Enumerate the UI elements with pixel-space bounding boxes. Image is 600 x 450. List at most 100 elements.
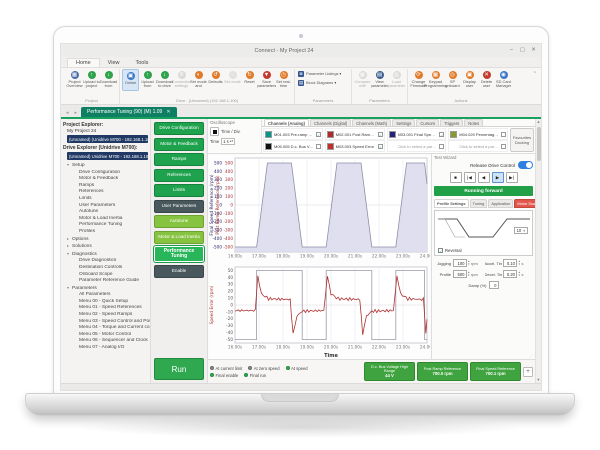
add-tile-button[interactable]: + — [523, 366, 533, 377]
channel-row[interactable]: M02.001 Post Ramp Reference ✓ — [324, 128, 385, 140]
scope-tab[interactable]: Triggers — [440, 119, 464, 126]
tree-item[interactable]: Menu 00 - Quick Setup — [79, 298, 129, 304]
ribbon-button[interactable]: ▼ Save parameters in drive — [256, 71, 277, 89]
channel-row[interactable]: M03.001 Final Speed Reference ✓ — [386, 128, 447, 140]
ribbon-button[interactable]: ▦ Project Overview — [66, 71, 83, 89]
minimize-button[interactable]: – — [509, 47, 514, 53]
nav-back-icon[interactable]: ◂ — [66, 110, 69, 116]
channel-row[interactable]: Click to select a parameter — [448, 140, 508, 152]
scroll-up-icon[interactable]: ▲ — [536, 119, 541, 124]
ribbon-button[interactable]: ↑ Upload from drive — [141, 71, 154, 89]
tree-item[interactable]: Profiles — [79, 228, 95, 234]
ribbon-button[interactable]: ▦ Keypad Programming — [423, 71, 448, 89]
live-value-tile[interactable]: Final Speed Reference 700.1 rpm — [470, 362, 521, 381]
channel-checkbox[interactable] — [501, 131, 506, 137]
scope-tab[interactable]: Channels (Digital) — [310, 119, 352, 126]
tree-item[interactable]: ▸ Solutions — [67, 243, 92, 250]
transport-button[interactable]: ■ — [449, 172, 462, 183]
channel-row[interactable]: M04.020 Percentage Load — [448, 128, 508, 140]
vertical-scrollbar[interactable]: ▲ ▼ — [535, 119, 541, 383]
dashboard-step-button[interactable]: Motor & Load Inertia — [154, 230, 204, 244]
ribbon-button[interactable]: ▥ Load parameter file — [387, 71, 406, 89]
tree-item[interactable]: Menu 05 - Motor Control — [79, 331, 131, 337]
tree-item[interactable]: Menu 02 - Speed Ramps — [79, 312, 133, 318]
tree-item[interactable]: Menu 07 - Analog I/O — [79, 345, 125, 351]
damp-input[interactable]: 0 — [488, 281, 499, 289]
scope-tab[interactable]: Cursors — [416, 119, 440, 126]
tree-item[interactable]: Drive Configuration — [79, 169, 121, 175]
ribbon-button[interactable]: ↻ Reset — [244, 71, 255, 84]
scope-tab[interactable]: Settings — [392, 119, 416, 126]
ribbon-button[interactable]: ⚙ Connection settings — [171, 71, 192, 89]
tree-item[interactable]: ▾ Diagnostics — [67, 250, 97, 257]
project-root-node[interactable]: My Project 24 — [67, 129, 97, 134]
ribbon-button[interactable]: ▣ Online — [122, 69, 139, 91]
tree-item[interactable]: Motor & Feedback — [79, 176, 119, 182]
scrollbar-thumb[interactable] — [536, 127, 541, 161]
tree-item[interactable]: Limits — [79, 195, 92, 201]
ribbon-button[interactable]: ▦ Compare with defaults — [354, 71, 371, 89]
ribbon-button[interactable]: ↑ Upload to project — [83, 71, 100, 89]
reversal-checkbox[interactable]: ✓ — [438, 248, 443, 254]
drive-explorer-node[interactable]: (Unnamed) Unidrive M700 - 192.168.1.100 — [67, 152, 148, 160]
spinner-arrows-icon[interactable]: ▴▾ — [468, 270, 470, 277]
dashboard-step-button[interactable]: References — [154, 168, 204, 182]
maximize-button[interactable]: ▢ — [519, 47, 526, 53]
time-div-spinner[interactable]: 1 s ▴▾ — [221, 138, 236, 145]
channel-checkbox[interactable]: ✓ — [315, 131, 321, 138]
ribbon-collapse-icon[interactable]: ⌃ — [532, 71, 537, 77]
field-input[interactable]: 0.10 — [503, 259, 517, 267]
nav-forward-icon[interactable]: ▸ — [74, 110, 78, 116]
ribbon-button[interactable]: ▣ Display user program — [462, 71, 477, 89]
channel-checkbox[interactable]: ✓ — [439, 131, 445, 138]
tree-item[interactable]: Autotune — [79, 209, 99, 215]
dashboard-step-button[interactable]: Autotune — [154, 215, 204, 228]
tree-item[interactable]: Menu 01 - Speed References — [79, 305, 142, 311]
docking-button[interactable]: Favourites Docking — [510, 128, 534, 152]
dashboard-step-button[interactable]: Ramps — [154, 153, 204, 166]
ribbon-button[interactable]: ✕ Delete user program — [479, 71, 494, 89]
channel-checkbox[interactable] — [315, 143, 321, 149]
dashboard-step-button[interactable]: Performance Tuning — [154, 246, 204, 262]
channel-row[interactable]: M03.003 Speed Error ✓ — [324, 140, 385, 152]
tree-item[interactable]: ▾ Parameters — [67, 284, 97, 291]
project-drive-node[interactable]: (Unnamed) (Unidrive M700 - 192.168.1.100… — [67, 135, 148, 143]
ribbon-button[interactable]: ◌ Set mode — [224, 71, 241, 84]
close-button[interactable]: ✕ — [531, 47, 536, 53]
scope-tab[interactable]: Notes — [464, 119, 484, 126]
tree-item[interactable]: Motor & Load Inertia — [79, 215, 123, 221]
dashboard-step-button[interactable]: Drive Configuration — [154, 122, 204, 135]
tree-item[interactable]: Menu 03 - Speed Control and Position — [79, 318, 150, 324]
ribbon-button[interactable]: ↺ Defaults — [208, 71, 223, 84]
tab-performance-tuning[interactable]: Performance Tuning (90) (M) 1.09 ✕ — [81, 107, 177, 117]
ribbon-button[interactable]: ↓ Download from project — [99, 71, 118, 89]
ribbon-button[interactable]: ◐ Set mode and region — [190, 71, 207, 89]
test-panel-tab[interactable]: Application — [488, 199, 514, 208]
tab-close-icon[interactable]: ✕ — [166, 109, 171, 115]
channel-row[interactable]: Click to select a parameter — [386, 140, 447, 152]
channel-checkbox[interactable] — [439, 143, 445, 149]
tree-item[interactable]: All Parameters — [79, 292, 111, 298]
tree-item[interactable]: References — [79, 189, 104, 195]
tree-item[interactable]: Onboard Scope — [79, 271, 113, 277]
channel-checkbox[interactable] — [501, 143, 506, 149]
tree-item[interactable]: Parameter Reference Guide — [79, 278, 139, 284]
tree-item[interactable]: Destination Controls — [79, 264, 123, 270]
ribbon-button[interactable]: ↓ Download to drive — [155, 71, 174, 89]
ribbon-button[interactable]: ◷ Set real-time clock — [276, 71, 291, 89]
spinner-arrows-icon[interactable]: ▴▾ — [518, 259, 521, 266]
field-input[interactable]: 500 — [452, 270, 467, 278]
profile-count-dropdown[interactable]: 10 ▾ — [513, 227, 528, 234]
dashboard-step-button[interactable]: Enable — [154, 264, 204, 278]
channel-row[interactable]: M05.005 D.c. Bus Voltage — [263, 140, 323, 152]
transport-button[interactable]: ◀ — [477, 172, 490, 183]
dashboard-step-button[interactable]: Motor & Feedback — [154, 137, 204, 151]
tree-item[interactable]: ▾ Setup — [67, 162, 85, 168]
spinner-arrows-icon[interactable]: ▴▾ — [468, 259, 470, 266]
ribbon-button[interactable]: ◉ SD Card Manager — [495, 71, 512, 89]
field-input[interactable]: 100 — [452, 259, 467, 267]
channel-row[interactable]: M01.003 Pre-ramp Reference ✓ — [263, 128, 323, 140]
ribbon-button[interactable]: ≣ Parameter Listings ▾ — [298, 70, 342, 77]
transport-button[interactable]: ▶ — [491, 172, 504, 183]
release-drive-control-toggle[interactable] — [518, 161, 533, 169]
